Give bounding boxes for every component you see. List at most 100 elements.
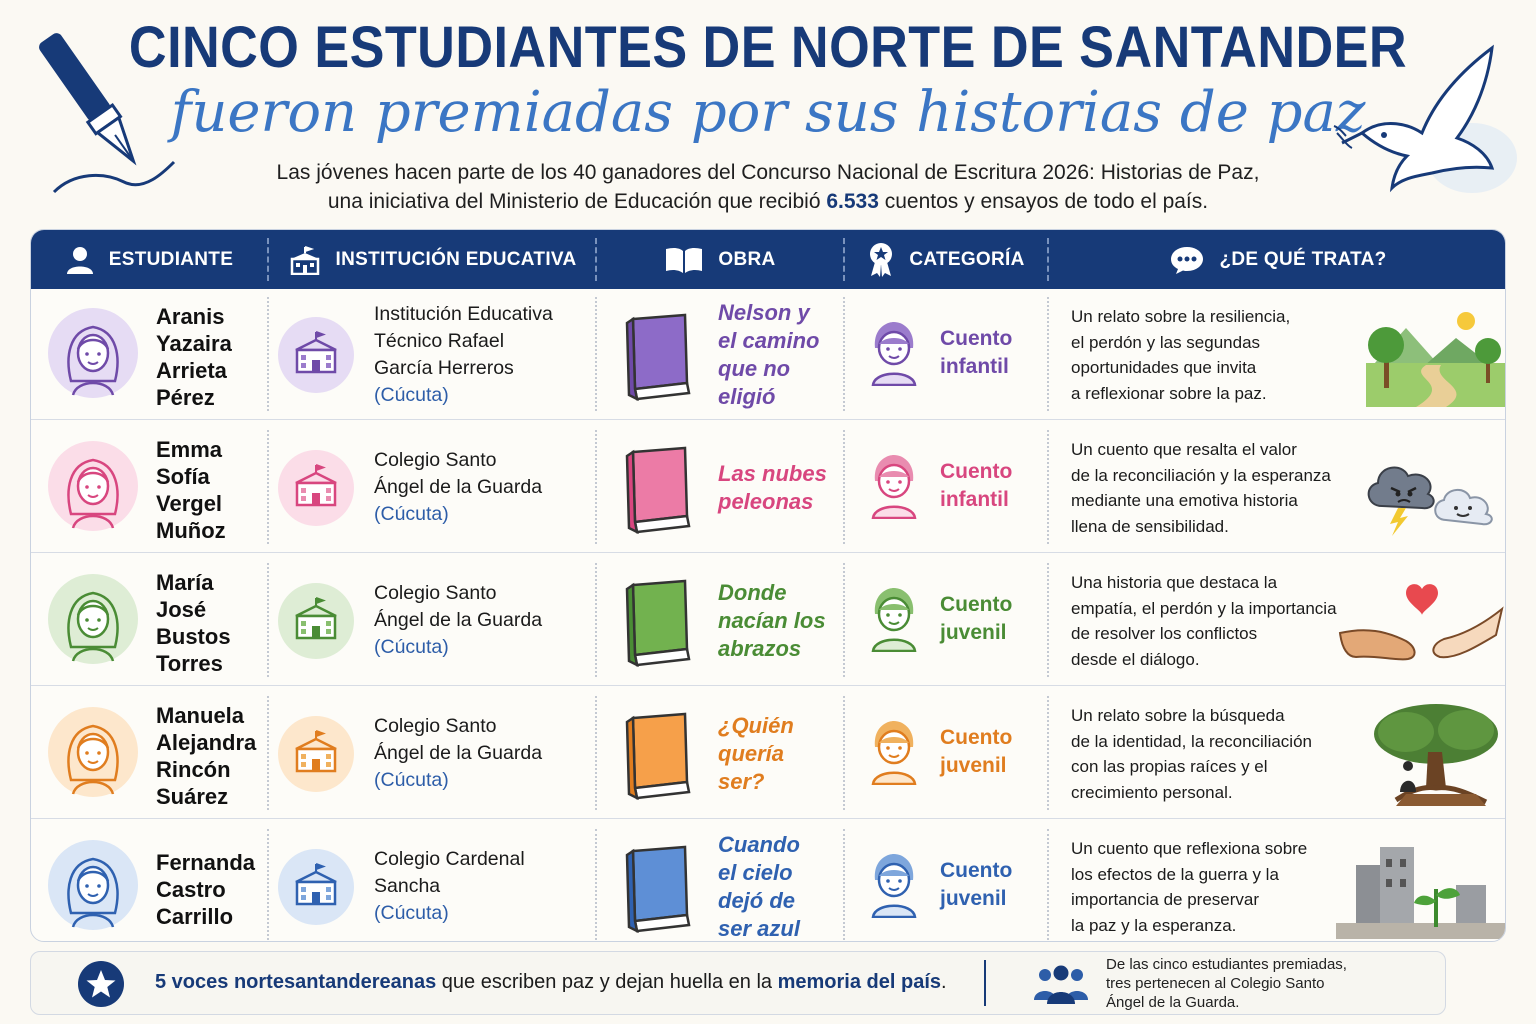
table-header: ESTUDIANTE INSTITUCIÓN EDUCATIVA OBRA CA… — [31, 230, 1505, 289]
footer-note: De las cinco estudiantes premiadas, tres… — [1106, 955, 1406, 1012]
column-student-label: ESTUDIANTE — [108, 248, 234, 270]
text-line: Donde — [718, 580, 787, 605]
text-line: Sancha — [374, 875, 441, 897]
work-title: Nelson y el camino que no eligió — [718, 299, 848, 411]
book-icon — [625, 313, 691, 401]
text-line: Un cuento que reflexiona sobre — [1071, 839, 1308, 858]
page-subtitle: fueron premiadas por sus historias de pa… — [170, 80, 1366, 145]
work-title: Donde nacían los abrazos — [718, 579, 848, 663]
school-name: Colegio Cardenal Sancha (Cúcuta) — [374, 846, 604, 927]
school-city: (Cúcuta) — [374, 902, 449, 924]
column-school-label: INSTITUCIÓN EDUCATIVA — [335, 248, 577, 270]
school-name: Colegio Santo Ángel de la Guarda (Cúcuta) — [374, 713, 604, 794]
text-line: eligió — [718, 384, 776, 409]
text-line: Colegio Santo — [374, 582, 497, 604]
child-icon — [871, 721, 917, 785]
school-icon — [278, 716, 354, 792]
work-description: Una historia que destaca la empatía, el p… — [1071, 570, 1346, 672]
school-name: Colegio Santo Ángel de la Guarda (Cúcuta) — [374, 447, 604, 528]
text-line: a reflexionar sobre la paz. — [1071, 383, 1267, 403]
school-city: (Cúcuta) — [374, 769, 449, 791]
text-line: importancia de preservar — [1071, 890, 1260, 909]
text-line: quería — [718, 741, 785, 766]
table-row: Aranis Yazaira Arrieta Pérez Institución Ed… — [31, 289, 1505, 420]
child-icon — [871, 455, 917, 519]
footer-lead: 5 voces nortesantandereanas — [155, 971, 437, 993]
text-line: infantil — [940, 355, 1009, 378]
footer-message: 5 voces nortesantandereanas que escriben… — [155, 971, 947, 994]
footer-note-line: Ángel de la Guarda. — [1106, 994, 1240, 1011]
child-icon — [871, 854, 917, 918]
text-line: con las propias raíces y el — [1071, 757, 1268, 776]
text-line: Sofía — [156, 464, 210, 489]
text-line: Cuento — [940, 593, 1013, 616]
child-icon — [871, 322, 917, 386]
person-icon — [66, 246, 93, 274]
student-avatar-icon — [48, 441, 138, 531]
student-avatar-icon — [48, 707, 138, 797]
text-line: juvenil — [940, 754, 1007, 777]
tree-roots-icon — [1374, 704, 1498, 806]
text-line: Cuento — [940, 726, 1013, 749]
text-line: ser azul — [718, 916, 800, 941]
column-student: ESTUDIANTE — [31, 230, 267, 289]
text-line: Cuento — [940, 859, 1013, 882]
text-line: ¿Quién — [718, 713, 794, 738]
text-line: oportunidades que invita — [1071, 358, 1257, 377]
text-line: Torres — [156, 651, 223, 676]
open-book-icon — [666, 247, 703, 273]
text-line: de la reconciliación y la esperanza — [1071, 465, 1331, 485]
text-line: el perdón y las segundas — [1071, 332, 1261, 352]
text-line: Colegio Cardenal — [374, 848, 525, 870]
school-icon — [278, 583, 354, 659]
winners-table: ESTUDIANTE INSTITUCIÓN EDUCATIVA OBRA CA… — [30, 229, 1506, 942]
text-line: que no — [718, 356, 791, 381]
text-line: desde el diálogo. — [1071, 649, 1200, 669]
student-name: Fernanda Castro Carrillo — [156, 849, 266, 930]
text-line: juvenil — [940, 887, 1007, 910]
student-name: María José Bustos Torres — [156, 569, 266, 677]
text-line: José — [156, 597, 207, 622]
school-building-icon — [290, 245, 319, 275]
student-avatar-icon — [48, 840, 138, 930]
text-line: Institución Educativa — [374, 303, 553, 325]
footer-end: . — [941, 971, 947, 993]
work-description: Un cuento que reflexiona sobre los efecto… — [1071, 836, 1346, 938]
text-line: Yazaira — [156, 331, 232, 356]
category-label: Cuento juvenil — [940, 591, 1050, 647]
text-line: la paz y la esperanza. — [1071, 915, 1237, 935]
text-line: nacían los — [718, 608, 826, 633]
footer-note-line: De las cinco estudiantes premiadas, — [1106, 956, 1347, 973]
intro-line-1: Las jóvenes hacen parte de los 40 ganado… — [276, 161, 1260, 184]
text-line: ser? — [718, 769, 765, 794]
text-line: Aranis — [156, 304, 225, 329]
text-line: Cuando — [718, 832, 800, 857]
school-icon — [278, 849, 354, 925]
work-title: Cuando el cielo dejó de ser azul — [718, 831, 848, 941]
school-name: Institución Educativa Técnico Rafael Garcí… — [374, 301, 604, 409]
submissions-count: 6.533 — [826, 190, 879, 213]
speech-bubble-icon — [1171, 246, 1204, 274]
column-work: OBRA — [597, 230, 843, 289]
text-line: Una historia que destaca la — [1071, 573, 1278, 592]
text-line: Las nubes — [718, 461, 827, 486]
text-line: Carrillo — [156, 904, 234, 929]
footer-middle: que escriben paz y dejan huella en la — [436, 971, 778, 993]
student-name: Manuela Alejandra Rincón Suárez — [156, 702, 266, 810]
table-row: María José Bustos Torres Colegio Santo Ángel… — [31, 555, 1505, 686]
text-line: de resolver los conflictos — [1071, 624, 1258, 643]
category-label: Cuento juvenil — [940, 857, 1050, 913]
text-line: María — [156, 570, 214, 595]
work-description: Un relato sobre la búsqueda de la identid… — [1071, 703, 1346, 805]
footer-banner: 5 voces nortesantandereanas que escriben… — [30, 951, 1446, 1015]
text-line: dejó de — [718, 888, 796, 913]
intro-line-2: una iniciativa del Ministerio de Educaci… — [327, 190, 827, 213]
text-line: Muñoz — [156, 518, 226, 543]
column-category-label: CATEGORÍA — [909, 248, 1025, 270]
category-label: Cuento juvenil — [940, 724, 1050, 780]
school-city: (Cúcuta) — [374, 503, 449, 525]
text-line: infantil — [940, 488, 1009, 511]
student-name: Aranis Yazaira Arrieta Pérez — [156, 303, 266, 411]
text-line: Suárez — [156, 784, 229, 809]
text-line: Manuela — [156, 703, 245, 728]
